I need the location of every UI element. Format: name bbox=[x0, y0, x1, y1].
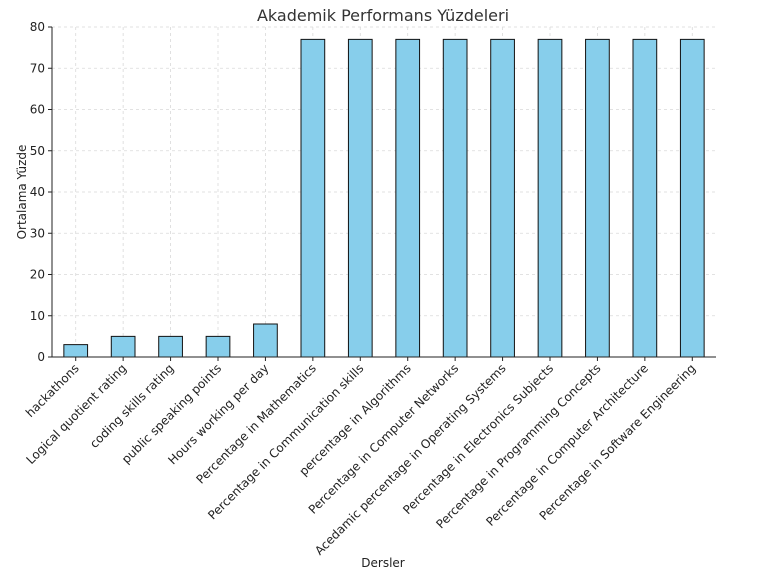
bar bbox=[158, 335, 183, 358]
y-tick-label: 50 bbox=[30, 144, 45, 158]
bar bbox=[253, 323, 278, 358]
x-axis-label: Dersler bbox=[361, 556, 405, 570]
bar bbox=[537, 38, 563, 358]
chart-title: Akademik Performans Yüzdeleri bbox=[257, 6, 509, 25]
bar bbox=[300, 38, 326, 358]
bar bbox=[679, 38, 705, 358]
x-tick-label: coding skills rating bbox=[87, 361, 177, 451]
y-tick-label: 80 bbox=[30, 20, 45, 34]
bar bbox=[632, 38, 658, 358]
bar bbox=[347, 38, 373, 358]
bar bbox=[490, 38, 515, 358]
bars-layer bbox=[63, 38, 705, 358]
grid-layer bbox=[52, 26, 716, 358]
x-tick-label: Percentage in Programming Concepts bbox=[433, 361, 603, 531]
bar bbox=[110, 335, 136, 358]
y-tick-label: 30 bbox=[30, 226, 45, 240]
y-tick-label: 40 bbox=[30, 185, 45, 199]
y-tick-label: 70 bbox=[30, 61, 45, 75]
y-tick-label: 60 bbox=[30, 103, 45, 117]
bar bbox=[63, 344, 89, 358]
bar bbox=[442, 38, 468, 358]
y-tick-label: 0 bbox=[37, 350, 45, 364]
bar bbox=[395, 38, 421, 358]
y-axis-label: Ortalama Yüzde bbox=[15, 145, 29, 240]
y-ticks: 0 10 20 30 40 50 60 70 80 bbox=[30, 20, 52, 364]
y-tick-label: 20 bbox=[30, 268, 45, 282]
y-tick-label: 10 bbox=[30, 309, 45, 323]
bar bbox=[205, 335, 231, 358]
bar bbox=[585, 38, 610, 358]
